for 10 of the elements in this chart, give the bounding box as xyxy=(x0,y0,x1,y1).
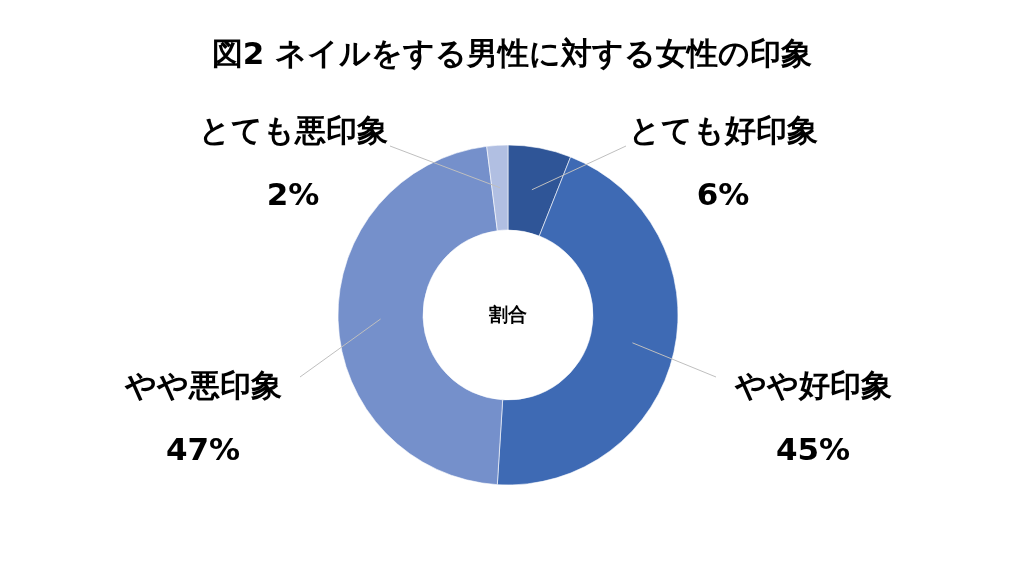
text: 割合 xyxy=(488,303,527,325)
data-label: 6% xyxy=(696,176,750,212)
data-label: 47% xyxy=(165,431,241,467)
slice-label: とても好印象 xyxy=(628,112,818,148)
slice-label: やや悪印象 xyxy=(123,367,282,403)
chart-title: 図2 ネイルをする男性に対する女性の印象 xyxy=(211,35,813,71)
slice-label: やや好印象 xyxy=(733,367,892,403)
data-label: 45% xyxy=(775,431,851,467)
data-label: 2% xyxy=(266,176,320,212)
slice-label: とても悪印象 xyxy=(198,112,388,148)
